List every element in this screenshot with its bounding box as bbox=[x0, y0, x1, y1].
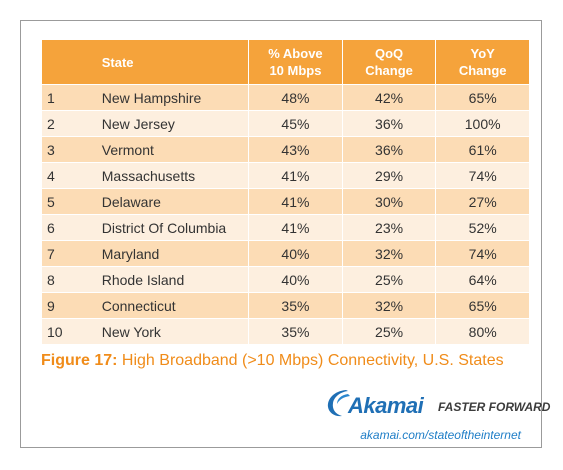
yoy-cell: 74% bbox=[435, 162, 529, 188]
above-10-cell: 45% bbox=[248, 110, 342, 136]
rank-cell: 1 bbox=[42, 84, 78, 110]
figure-caption-label: Figure 17: bbox=[41, 352, 118, 369]
above-10-cell: 40% bbox=[248, 240, 342, 266]
table-row: 6 District Of Columbia 41% 23% 52% bbox=[42, 214, 529, 240]
yoy-cell: 61% bbox=[435, 136, 529, 162]
table-row: 10 New York 35% 25% 80% bbox=[42, 318, 529, 344]
table-row: 8 Rhode Island 40% 25% 64% bbox=[42, 266, 529, 292]
figure-caption: Figure 17: High Broadband (>10 Mbps) Con… bbox=[41, 352, 504, 370]
yoy-cell: 65% bbox=[435, 292, 529, 318]
state-cell: New York bbox=[77, 318, 249, 344]
qoq-cell: 36% bbox=[341, 110, 436, 136]
table-row: 5 Delaware 41% 30% 27% bbox=[42, 188, 529, 214]
header-above-10: % Above 10 Mbps bbox=[248, 40, 342, 84]
akamai-wordmark: Akamai bbox=[348, 393, 424, 418]
yoy-cell: 80% bbox=[435, 318, 529, 344]
state-connectivity-table: State % Above 10 Mbps QoQ Change YoY Cha… bbox=[42, 40, 529, 344]
rank-cell: 10 bbox=[42, 318, 78, 344]
table-row: 2 New Jersey 45% 36% 100% bbox=[42, 110, 529, 136]
akamai-swoosh-icon bbox=[327, 390, 350, 417]
yoy-cell: 52% bbox=[435, 214, 529, 240]
yoy-cell: 100% bbox=[435, 110, 529, 136]
state-cell: New Jersey bbox=[77, 110, 249, 136]
header-state: State bbox=[77, 40, 249, 84]
qoq-cell: 30% bbox=[341, 188, 436, 214]
state-cell: Delaware bbox=[77, 188, 249, 214]
qoq-cell: 36% bbox=[341, 136, 436, 162]
state-cell: New Hampshire bbox=[77, 84, 249, 110]
yoy-cell: 65% bbox=[435, 84, 529, 110]
rank-cell: 9 bbox=[42, 292, 78, 318]
above-10-cell: 40% bbox=[248, 266, 342, 292]
rank-cell: 7 bbox=[42, 240, 78, 266]
state-cell: Maryland bbox=[77, 240, 249, 266]
figure-frame: State % Above 10 Mbps QoQ Change YoY Cha… bbox=[20, 20, 550, 448]
rank-cell: 4 bbox=[42, 162, 78, 188]
qoq-cell: 25% bbox=[341, 318, 436, 344]
yoy-cell: 27% bbox=[435, 188, 529, 214]
table-row: 9 Connecticut 35% 32% 65% bbox=[42, 292, 529, 318]
qoq-cell: 25% bbox=[341, 266, 436, 292]
above-10-cell: 35% bbox=[248, 318, 342, 344]
above-10-cell: 41% bbox=[248, 188, 342, 214]
table-row: 7 Maryland 40% 32% 74% bbox=[42, 240, 529, 266]
qoq-cell: 32% bbox=[341, 240, 436, 266]
state-cell: Vermont bbox=[77, 136, 249, 162]
header-rank bbox=[42, 40, 78, 84]
above-10-cell: 41% bbox=[248, 214, 342, 240]
state-cell: Connecticut bbox=[77, 292, 249, 318]
qoq-cell: 42% bbox=[341, 84, 436, 110]
yoy-cell: 64% bbox=[435, 266, 529, 292]
header-above-10-line2: 10 Mbps bbox=[269, 63, 322, 78]
table-row: 4 Massachusetts 41% 29% 74% bbox=[42, 162, 529, 188]
above-10-cell: 41% bbox=[248, 162, 342, 188]
rank-cell: 5 bbox=[42, 188, 78, 214]
table-row: 3 Vermont 43% 36% 61% bbox=[42, 136, 529, 162]
header-yoy: YoY Change bbox=[435, 40, 529, 84]
state-cell: Massachusetts bbox=[77, 162, 249, 188]
header-qoq-line1: QoQ bbox=[374, 46, 404, 61]
table-header-row: State % Above 10 Mbps QoQ Change YoY Cha… bbox=[42, 40, 529, 84]
rank-cell: 3 bbox=[42, 136, 78, 162]
above-10-cell: 43% bbox=[248, 136, 342, 162]
table-row: 1 New Hampshire 48% 42% 65% bbox=[42, 84, 529, 110]
rank-cell: 6 bbox=[42, 214, 78, 240]
akamai-tagline: FASTER FORWARD bbox=[438, 400, 551, 414]
qoq-cell: 29% bbox=[341, 162, 436, 188]
rank-cell: 2 bbox=[42, 110, 78, 136]
state-cell: District Of Columbia bbox=[77, 214, 249, 240]
rank-cell: 8 bbox=[42, 266, 78, 292]
header-above-10-line1: % Above bbox=[268, 46, 323, 61]
header-yoy-line1: YoY bbox=[470, 46, 495, 61]
header-qoq: QoQ Change bbox=[341, 40, 436, 84]
header-qoq-line2: Change bbox=[365, 63, 413, 78]
figure-caption-text: High Broadband (>10 Mbps) Connectivity, … bbox=[117, 352, 504, 369]
header-yoy-line2: Change bbox=[458, 63, 507, 78]
qoq-cell: 23% bbox=[341, 214, 436, 240]
source-url[interactable]: akamai.com/stateoftheinternet bbox=[360, 428, 521, 442]
yoy-cell: 74% bbox=[435, 240, 529, 266]
qoq-cell: 32% bbox=[341, 292, 436, 318]
state-cell: Rhode Island bbox=[77, 266, 249, 292]
above-10-cell: 48% bbox=[248, 84, 342, 110]
above-10-cell: 35% bbox=[248, 292, 342, 318]
